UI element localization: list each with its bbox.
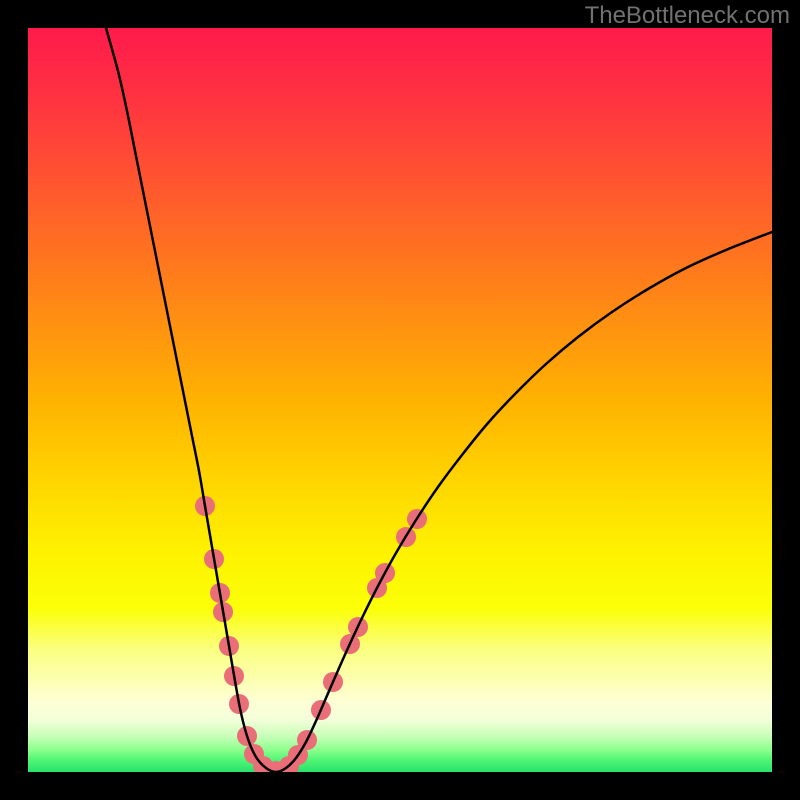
chart-svg (28, 28, 772, 772)
chart-border-bottom (0, 772, 800, 800)
chart-frame: TheBottleneck.com (0, 0, 800, 800)
chart-background-gradient (28, 28, 772, 772)
chart-border-left (0, 0, 28, 800)
chart-plot-area (28, 28, 772, 772)
watermark-text: TheBottleneck.com (585, 2, 790, 30)
chart-border-right (772, 0, 800, 800)
